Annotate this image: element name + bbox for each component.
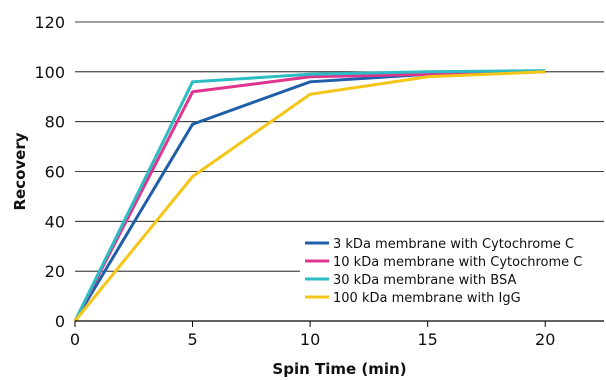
legend: 3 kDa membrane with Cytochrome C 10 kDa m… bbox=[300, 231, 606, 317]
tick-labels: 0 20 40 60 80 100 120 0 5 10 15 20 bbox=[34, 13, 555, 349]
axes bbox=[74, 320, 604, 327]
series-line-4 bbox=[73, 70, 546, 322]
x-tick-label: 0 bbox=[70, 330, 80, 349]
x-tick-label: 5 bbox=[187, 330, 197, 349]
series-lines bbox=[73, 69, 546, 322]
legend-label: 3 kDa membrane with Cytochrome C bbox=[333, 237, 574, 252]
series-line-3 bbox=[73, 69, 546, 322]
x-tick-label: 15 bbox=[417, 330, 437, 349]
y-tick-label: 40 bbox=[45, 212, 65, 231]
y-tick-label: 100 bbox=[34, 63, 65, 82]
legend-label: 30 kDa membrane with BSA bbox=[333, 273, 516, 288]
legend-label: 10 kDa membrane with Cytochrome C bbox=[333, 255, 582, 270]
legend-label: 100 kDa membrane with IgG bbox=[333, 291, 521, 306]
x-axis-title: Spin Time (min) bbox=[272, 360, 406, 378]
x-tick-label: 10 bbox=[300, 330, 320, 349]
y-tick-label: 60 bbox=[45, 163, 65, 182]
y-tick-label: 80 bbox=[45, 113, 65, 132]
series-line-2 bbox=[73, 70, 546, 322]
y-tick-label: 20 bbox=[45, 262, 65, 281]
x-tick-label: 20 bbox=[535, 330, 555, 349]
y-axis-title: Recovery bbox=[11, 132, 29, 210]
y-tick-label: 0 bbox=[55, 312, 65, 331]
y-tick-label: 120 bbox=[34, 13, 65, 32]
legend-background bbox=[300, 231, 606, 317]
